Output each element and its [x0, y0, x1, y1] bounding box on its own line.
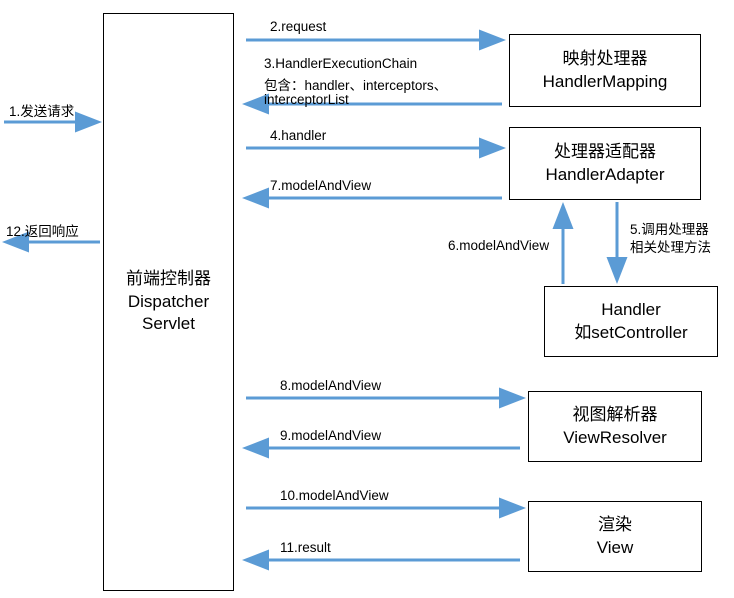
label-6: 6.modelAndView: [448, 238, 549, 253]
label-3b: 包含：handler、interceptors、: [264, 74, 447, 94]
label-12: 12.返回响应: [6, 220, 79, 240]
label-3c: interceptorList: [264, 92, 349, 107]
label-7: 7.modelAndView: [270, 178, 371, 193]
label-4: 4.handler: [270, 128, 326, 143]
label-8: 8.modelAndView: [280, 378, 381, 393]
label-3a: 3.HandlerExecutionChain: [264, 56, 417, 71]
label-5a: 5.调用处理器: [630, 218, 709, 238]
label-11: 11.result: [280, 540, 331, 555]
label-5b: 相关处理方法: [630, 236, 711, 256]
label-9: 9.modelAndView: [280, 428, 381, 443]
label-2: 2.request: [270, 19, 326, 34]
label-1: 1.发送请求: [9, 100, 74, 120]
label-10: 10.modelAndView: [280, 488, 389, 503]
